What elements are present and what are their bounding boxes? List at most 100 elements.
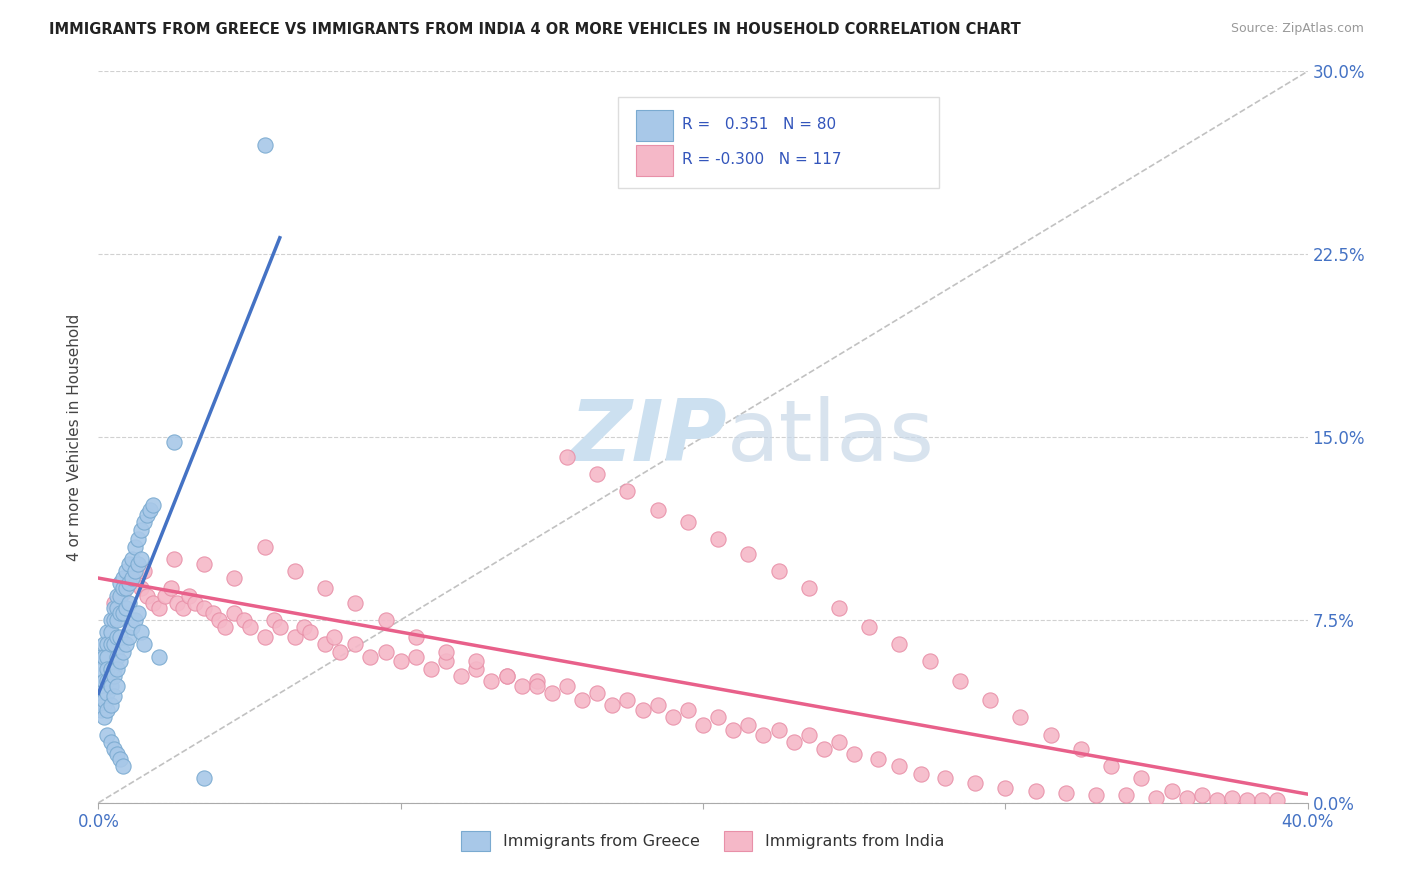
Point xyxy=(1115,789,1137,803)
Point xyxy=(127,606,149,620)
Point xyxy=(135,508,157,522)
Point xyxy=(93,710,115,724)
Point xyxy=(93,673,115,688)
Point xyxy=(253,540,276,554)
Point xyxy=(96,673,118,688)
Point xyxy=(111,581,134,595)
Point xyxy=(292,620,315,634)
Point xyxy=(93,693,115,707)
Point xyxy=(160,581,183,595)
Point xyxy=(118,576,141,591)
Point xyxy=(96,662,118,676)
Point xyxy=(269,620,291,634)
Point xyxy=(124,572,146,586)
Point xyxy=(105,649,128,664)
Point xyxy=(100,679,122,693)
FancyBboxPatch shape xyxy=(619,97,939,188)
Point xyxy=(450,669,472,683)
Point xyxy=(129,523,152,537)
Point xyxy=(100,637,122,651)
Point xyxy=(118,630,141,644)
Point xyxy=(172,600,194,615)
Point xyxy=(111,645,134,659)
Point xyxy=(253,137,276,152)
Point xyxy=(389,654,412,668)
Y-axis label: 4 or more Vehicles in Household: 4 or more Vehicles in Household xyxy=(67,313,83,561)
Point xyxy=(105,630,128,644)
Point xyxy=(193,772,215,786)
Point xyxy=(103,669,125,683)
Point xyxy=(495,669,517,683)
Point xyxy=(121,572,143,586)
Point xyxy=(1144,791,1167,805)
Point xyxy=(129,552,152,566)
Point xyxy=(114,564,136,578)
Point xyxy=(139,503,162,517)
Point xyxy=(1085,789,1108,803)
Point xyxy=(858,620,880,634)
Point xyxy=(100,735,122,749)
Point xyxy=(214,620,236,634)
Point xyxy=(108,589,131,603)
Point xyxy=(1099,759,1122,773)
Point xyxy=(723,723,745,737)
Text: Source: ZipAtlas.com: Source: ZipAtlas.com xyxy=(1230,22,1364,36)
Point xyxy=(132,516,155,530)
Point xyxy=(934,772,956,786)
Point xyxy=(647,503,669,517)
Point xyxy=(96,637,118,651)
Point xyxy=(103,689,125,703)
Point xyxy=(1251,793,1274,807)
Bar xyxy=(637,110,672,141)
Point xyxy=(616,693,638,707)
Point xyxy=(1010,710,1032,724)
Point xyxy=(360,649,382,664)
Point xyxy=(90,649,112,664)
Point xyxy=(344,596,367,610)
Text: R = -0.300   N = 117: R = -0.300 N = 117 xyxy=(682,153,842,168)
Point xyxy=(114,637,136,651)
Point xyxy=(540,686,562,700)
Point xyxy=(844,747,866,761)
Bar xyxy=(637,145,672,176)
Point xyxy=(184,596,207,610)
Point xyxy=(631,703,654,717)
Point xyxy=(103,596,125,610)
Legend: Immigrants from Greece, Immigrants from India: Immigrants from Greece, Immigrants from … xyxy=(456,825,950,857)
Point xyxy=(93,637,115,651)
Point xyxy=(465,662,488,676)
Point xyxy=(166,596,188,610)
Point xyxy=(1220,791,1243,805)
Point xyxy=(813,742,835,756)
Point xyxy=(495,669,517,683)
Point xyxy=(163,552,186,566)
Point xyxy=(707,710,730,724)
Point xyxy=(105,747,128,761)
Point xyxy=(965,776,987,790)
Point xyxy=(405,649,427,664)
Point xyxy=(284,564,307,578)
Point xyxy=(602,698,624,713)
Point xyxy=(1191,789,1213,803)
Point xyxy=(100,698,122,713)
Point xyxy=(616,483,638,498)
Point xyxy=(889,637,911,651)
Point xyxy=(90,662,112,676)
Point xyxy=(103,613,125,627)
Point xyxy=(148,649,170,664)
Text: ZIP: ZIP xyxy=(569,395,727,479)
Point xyxy=(103,662,125,676)
Point xyxy=(105,589,128,603)
Point xyxy=(108,606,131,620)
Point xyxy=(420,662,443,676)
Point xyxy=(108,752,131,766)
Point xyxy=(481,673,503,688)
Point xyxy=(868,752,890,766)
Point xyxy=(142,499,165,513)
Point xyxy=(949,673,972,688)
Point xyxy=(124,540,146,554)
Point xyxy=(105,662,128,676)
Point xyxy=(994,781,1017,796)
Point xyxy=(114,581,136,595)
Point xyxy=(121,620,143,634)
